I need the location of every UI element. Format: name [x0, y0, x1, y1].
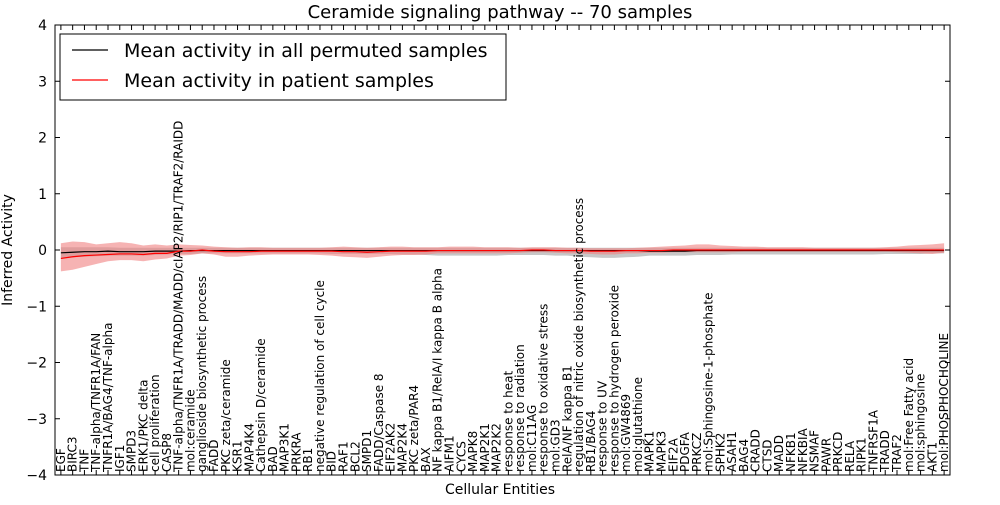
x-tick-label: EIF2A	[666, 437, 680, 472]
x-tick-label: RELA	[843, 440, 857, 472]
x-tick-label: EIF2AK2	[384, 423, 398, 472]
chart-title: Ceramide signaling pathway -- 70 samples	[308, 2, 693, 23]
x-tick-label: RIPK1	[855, 437, 869, 472]
y-tick-label: −3	[26, 412, 47, 428]
legend-box	[59, 33, 507, 101]
x-tick-label: EGF	[54, 448, 68, 472]
y-tick-label: 4	[38, 18, 47, 34]
x-tick-label: mol:sphingosine	[914, 374, 928, 472]
x-tick-label: TNF-alpha/TNFR1A/FAN	[89, 333, 103, 473]
x-tick-label: regulation of nitric oxide biosynthetic …	[572, 198, 586, 472]
x-tick-label: AIFM1	[443, 435, 457, 472]
legend: Mean activity in all permuted samples Me…	[59, 33, 507, 101]
x-tick-label: PKC zeta/ceramide	[219, 359, 233, 472]
x-tick-label: MAPK8	[466, 431, 480, 472]
x-tick-label: negative regulation of cell cycle	[313, 280, 327, 472]
x-tick-label: mol:C11AG	[525, 405, 539, 472]
y-tick-label: −4	[26, 468, 47, 484]
x-tick-label: BIRC3	[66, 436, 80, 472]
x-tick-label: MAP4K4	[242, 423, 256, 472]
x-tick-label: mol:Free Fatty acid	[902, 358, 916, 472]
x-tick-label: MAP2K2	[490, 423, 504, 472]
y-tick-label: 0	[38, 243, 47, 259]
x-tick-label: MAP2K1	[478, 423, 492, 472]
line-series-1	[60, 249, 945, 260]
x-tick-label: mol:GW4869	[619, 394, 633, 472]
x-tick-label: TNF-alpha/TNFR1A/TRADD/MADD/cIAP2/RIP1/T…	[172, 121, 186, 473]
x-tick-label: NSMAF	[808, 430, 822, 472]
x-tick-label: ganglioside biosynthetic process	[195, 276, 209, 472]
y-axis-ticks: −4 −3 −2 −1 0 1 2 3 4	[26, 18, 950, 484]
x-tick-label: MAPK1	[643, 431, 657, 472]
x-tick-label: AKT1	[925, 442, 939, 472]
x-tick-label: BAX	[419, 447, 433, 472]
y-tick-label: −1	[26, 299, 47, 315]
x-tick-label: response to oxidative stress	[537, 304, 551, 472]
x-tick-label: response to hydrogen peroxide	[607, 285, 621, 472]
x-tick-label: FADD	[207, 439, 221, 472]
x-tick-label: NFKBIA	[796, 427, 810, 472]
x-axis-ticks: EGFBIRC3TNFTNF-alpha/TNFR1A/FANTNFR1A/BA…	[54, 25, 951, 475]
x-tick-label: BAG4	[737, 439, 751, 472]
y-axis-label: Inferred Activity	[0, 194, 16, 306]
x-tick-label: NF kappa B1/RelA/I kappa B alpha	[431, 268, 445, 472]
x-tick-label: TNF	[77, 449, 91, 473]
x-tick-label: PAWR	[819, 438, 833, 472]
y-tick-label: 3	[38, 74, 47, 90]
x-tick-label: cell proliferation	[148, 374, 162, 472]
x-tick-label: RB1	[301, 448, 315, 472]
x-tick-label: mol:PHOSPHOCHOLINE	[937, 333, 951, 472]
x-tick-label: response to heat	[501, 370, 515, 472]
x-tick-label: TRAF2	[890, 434, 904, 473]
x-tick-label: NFKB1	[784, 432, 798, 472]
x-tick-label: CRADD	[749, 429, 763, 472]
x-tick-label: CTSD	[760, 439, 774, 472]
x-tick-label: response to radiation	[513, 344, 527, 472]
y-tick-label: 2	[38, 131, 47, 147]
x-tick-label: MADD	[772, 435, 786, 472]
x-tick-label: RB1/BAG4	[584, 411, 598, 472]
x-tick-label: TRADD	[878, 430, 892, 473]
x-tick-label: mol:Sphingosine-1-phosphate	[702, 293, 716, 473]
x-tick-label: RAF1	[337, 441, 351, 472]
x-axis-label: Cellular Entities	[445, 482, 555, 498]
x-tick-label: RelA/NF kappa B1	[560, 365, 574, 472]
x-tick-label: CYCS	[454, 441, 468, 472]
x-tick-label: KSR1	[231, 441, 245, 472]
x-tick-label: SPHK2	[713, 433, 727, 472]
x-tick-label: TNFRSF1A	[866, 409, 880, 473]
x-tick-label: mol:glutathione	[631, 377, 645, 472]
band-series-1	[60, 241, 945, 272]
legend-label-permuted: Mean activity in all permuted samples	[124, 40, 487, 62]
y-tick-label: −2	[26, 356, 47, 372]
legend-label-patient: Mean activity in patient samples	[124, 70, 434, 92]
x-tick-label: CASP8	[160, 433, 174, 472]
series-lines	[60, 249, 945, 260]
x-tick-label: MAPK3	[654, 431, 668, 472]
x-tick-label: BID	[325, 451, 339, 472]
x-tick-label: BCL2	[348, 441, 362, 472]
x-tick-label: MAP2K4	[395, 423, 409, 472]
x-tick-label: PDGFA	[678, 431, 692, 472]
x-tick-label: Cathepsin D/ceramide	[254, 338, 268, 472]
x-tick-label: PRKRA	[289, 432, 303, 472]
x-tick-label: FADD/Caspase 8	[372, 373, 386, 472]
x-tick-label: MAP3K1	[278, 423, 292, 472]
x-tick-label: mol:ceramide	[183, 389, 197, 472]
x-tick-label: ERK1/PKC delta	[136, 379, 150, 472]
x-tick-label: mol:GD3	[548, 419, 562, 472]
x-tick-label: TNFR1A/BAG4/TNF-alpha	[101, 323, 115, 473]
x-tick-label: PRKCD	[831, 432, 845, 472]
x-tick-label: PKC zeta/PAR4	[407, 385, 421, 472]
x-tick-label: IGF1	[113, 445, 127, 472]
x-tick-label: SMPD1	[360, 430, 374, 472]
x-tick-label: SMPD3	[125, 430, 139, 472]
x-tick-label: PRKCZ	[690, 433, 704, 472]
x-tick-label: BAD	[266, 446, 280, 472]
x-tick-label: ASAH1	[725, 431, 739, 472]
x-tick-label: response to UV	[596, 380, 610, 472]
y-tick-label: 1	[38, 187, 47, 203]
